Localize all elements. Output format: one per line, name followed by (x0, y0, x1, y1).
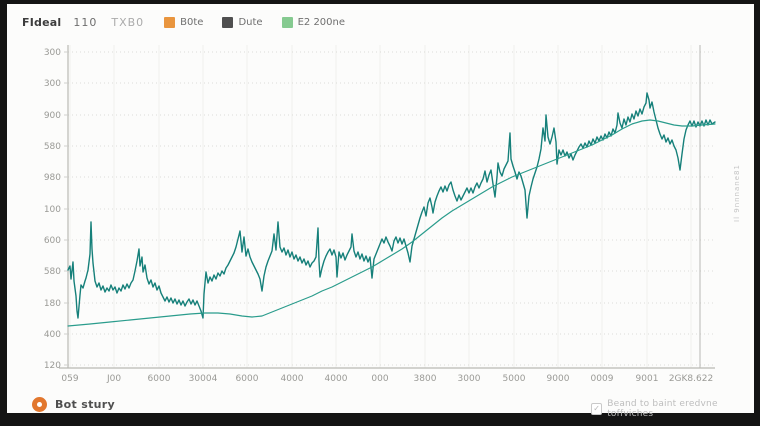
checkbox-label: Beand to baint eredvne toffviches (607, 399, 718, 419)
chart-title: FIdeal (22, 15, 62, 29)
x-axis-label: 0009 (591, 374, 614, 384)
legend-label-2: Dute (238, 16, 263, 28)
x-axis-label: 4000 (281, 374, 304, 384)
series-price (67, 92, 716, 319)
footer-note: ✓ Beand to baint eredvne toffviches (591, 399, 754, 419)
footer-source: Bot stury (32, 397, 115, 412)
y-axis-label: 300 (44, 79, 61, 89)
chart-code: TXB0 (111, 15, 145, 29)
legend-swatch-orange-icon (164, 16, 176, 28)
legend-swatch-green-icon (281, 16, 293, 28)
y-axis-label: 580 (44, 142, 61, 152)
x-axis-label: 9001 (636, 374, 659, 384)
x-axis-label: 30004 (189, 374, 218, 384)
legend-item-3[interactable]: E2 200ne (281, 16, 346, 28)
x-axis-label: 6000 (236, 374, 259, 384)
x-axis-label: 2GK8.622 (669, 374, 713, 384)
y-axis-label: 300 (44, 48, 61, 58)
y-axis-label: 120 (44, 361, 61, 371)
legend-label-1: B0te (180, 16, 204, 28)
source-logo-icon (32, 397, 47, 412)
checkbox-icon[interactable]: ✓ (591, 403, 603, 415)
y-axis-label: 600 (44, 236, 61, 246)
x-axis-label: 059 (61, 374, 78, 384)
y-axis-label: 980 (44, 173, 61, 183)
chart-subtitle: 110 (73, 15, 98, 29)
legend-item-2[interactable]: Dute (222, 16, 263, 28)
y-axis-label: 180 (44, 299, 61, 309)
series-moving-average (67, 119, 716, 327)
legend-label-3: E2 200ne (297, 16, 346, 28)
x-axis-label: 3800 (414, 374, 437, 384)
chart-legend: B0te Dute E2 200ne (164, 16, 359, 28)
x-axis-label: 000 (371, 374, 388, 384)
x-axis-label: 5000 (503, 374, 526, 384)
y-axis-label: 900 (44, 111, 61, 121)
y-axis-label: 580 (44, 267, 61, 277)
x-axis-label: 3000 (458, 374, 481, 384)
source-label: Bot stury (55, 398, 115, 411)
legend-item-1[interactable]: B0te (164, 16, 204, 28)
chart-header: FIdeal 110 TXB0 B0te Dute E2 200ne (22, 14, 359, 30)
y-axis-label: 400 (44, 330, 61, 340)
x-axis-label: 4000 (325, 374, 348, 384)
x-axis-label: 6000 (148, 374, 171, 384)
y-axis-label: 100 (44, 205, 61, 215)
x-axis-label: J00 (106, 374, 121, 384)
x-axis-label: 9000 (547, 374, 570, 384)
legend-swatch-dark-icon (222, 16, 234, 28)
